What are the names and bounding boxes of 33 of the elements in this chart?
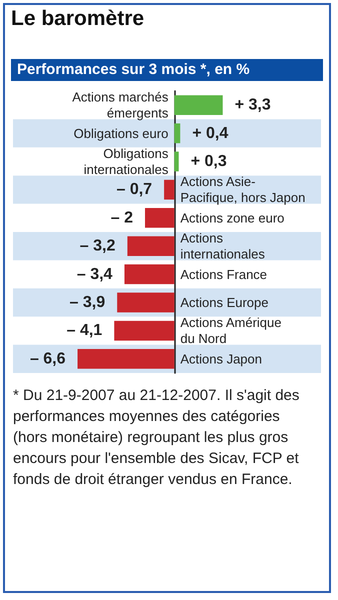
y-tick-label: Obligations internationales	[84, 146, 169, 177]
bar	[114, 320, 174, 341]
bar	[117, 292, 174, 312]
y-tick-label: Actions Europe	[180, 295, 269, 310]
bar	[164, 180, 174, 200]
y-tick-label: Actions internationales	[180, 230, 266, 262]
data-label: – 2	[110, 209, 134, 226]
y-tick-label: Obligations euro	[74, 126, 168, 141]
bar	[174, 152, 179, 172]
y-tick-label: Actions zone euro	[180, 210, 284, 226]
bar	[127, 236, 174, 256]
data-label: – 3,4	[76, 266, 113, 283]
y-tick-label: Actions Japon	[180, 351, 262, 366]
bar	[174, 123, 180, 144]
text: * Du 21-9-2007 au 21-12-2007. Il s'agit des performances moyennes des catégories (hors monétaire) regroupant les plus gros encours pour l'ensemble des Sicav, FCP et fonds de droit étranger vendus en France.	[13, 386, 300, 490]
data-label: + 0,4	[192, 124, 228, 142]
data-label: – 3,9	[70, 294, 106, 311]
data-label: + 0,3	[190, 153, 227, 170]
y-tick-label: Actions Amérique du Nord	[180, 315, 282, 346]
bar	[78, 349, 174, 369]
y-tick-label: Actions marchés émergents	[72, 90, 169, 121]
y-tick-label: Actions Asie- Pacifique, hors Japon	[180, 174, 306, 206]
bar	[124, 264, 174, 284]
data-label: – 6,6	[30, 350, 66, 368]
data-label: – 4,1	[66, 322, 102, 340]
data-label: – 0,7	[116, 181, 152, 198]
chart-subtitle: Performances sur 3 mois *, en %	[11, 59, 323, 81]
bar	[174, 95, 223, 115]
y-tick-label: Actions France	[180, 266, 268, 282]
data-label: – 3,2	[80, 238, 116, 255]
bar	[145, 208, 174, 228]
data-label: + 3,3	[234, 96, 271, 114]
chart-title: Le baromètre	[11, 7, 144, 31]
